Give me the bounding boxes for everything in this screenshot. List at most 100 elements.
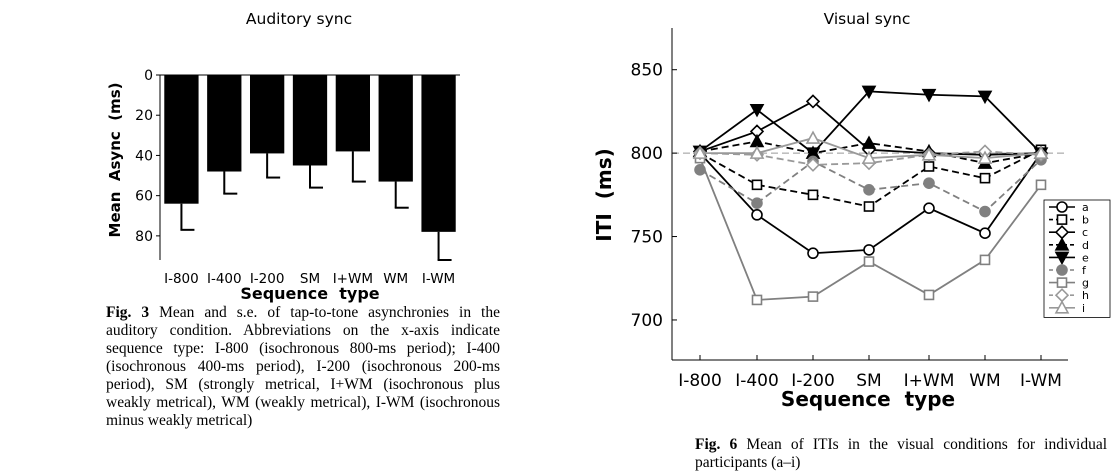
legend-label-h: h: [1082, 289, 1089, 302]
series-e-point: [921, 88, 937, 103]
figure-3-label: Fig. 3: [106, 304, 150, 321]
chart2-y-ticks: 700 750 800 850: [631, 61, 677, 331]
chart1-y-tick-label: 80: [135, 229, 153, 245]
figure-6-label: Fig. 6: [695, 436, 738, 453]
legend-marker-a: [1056, 201, 1068, 213]
legend-label-f: f: [1082, 264, 1087, 277]
chart2-x-axis-label: Sequence type: [781, 387, 955, 411]
series-b-point: [979, 172, 991, 184]
legend-label-d: d: [1082, 239, 1089, 252]
series-i-point: [921, 147, 937, 161]
series-f-point: [863, 184, 875, 196]
series-b-point: [807, 189, 819, 201]
chart1-y-tick-label: 60: [135, 189, 153, 205]
series-i-point: [977, 150, 993, 164]
legend-marker-b: [1056, 214, 1068, 225]
legend-label-i: i: [1082, 302, 1085, 315]
chart1-y-tick-label: 20: [135, 108, 153, 124]
series-g-point: [863, 256, 875, 267]
bar-i-200: [250, 75, 285, 154]
chart2-y-tick-label: 850: [631, 61, 663, 81]
chart2-y-tick-label: 700: [631, 311, 663, 331]
figure-6-caption-text: Mean of ITIs in the visual conditions fo…: [695, 436, 1107, 471]
chart1-y-axis-label: Mean Async (ms): [106, 83, 124, 238]
chart2-x-tick-label: SM: [856, 371, 881, 391]
series-f-point: [923, 177, 935, 189]
series-g-point: [751, 294, 763, 306]
chart1-x-tick-label: WM: [383, 271, 408, 287]
bar-i-wm: [421, 75, 456, 232]
legend-label-e: e: [1082, 251, 1089, 264]
series-f-point: [751, 197, 763, 209]
legend-label-a: a: [1082, 201, 1089, 214]
figure-6-caption: Fig. 6 Mean of ITIs in the visual condit…: [695, 436, 1107, 472]
series-e-point: [805, 147, 821, 161]
series-b-point: [863, 201, 875, 212]
bar-sm: [292, 75, 328, 166]
chart2-y-tick-label: 750: [631, 228, 663, 248]
chart1-x-tick-label: I-800: [164, 271, 199, 287]
chart1-y-ticks: 0 20 40 60 80: [135, 68, 160, 245]
series-g-point: [923, 289, 935, 301]
chart2-x-tick-label: WM: [969, 371, 1000, 391]
series-a-point: [979, 227, 991, 240]
series-a-point: [751, 209, 763, 221]
figure-3-caption: Fig. 3 Mean and s.e. of tap-to-tone asyn…: [106, 304, 500, 430]
series-b-point: [923, 161, 935, 172]
chart2-axes: [671, 28, 1068, 361]
series-e-point: [977, 90, 993, 105]
chart2-title: Visual sync: [824, 10, 911, 28]
legend-marker-g: [1056, 277, 1068, 288]
chart1-x-tick-label: I-200: [250, 271, 285, 287]
series-f: [694, 153, 1047, 218]
chart1-x-tick-label: SM: [300, 271, 320, 287]
series-b-point: [751, 179, 763, 191]
legend-label-b: b: [1082, 214, 1089, 227]
series-a-point: [807, 247, 819, 260]
legend-label-g: g: [1082, 277, 1089, 290]
series-d-point: [861, 135, 877, 149]
series-a-point: [863, 244, 875, 256]
bar-i-800: [164, 75, 199, 204]
legend-marker-f: [1056, 264, 1068, 276]
chart1-bars: [164, 75, 456, 232]
chart2-x-tick-label: I-400: [735, 371, 779, 391]
series-i-point: [805, 130, 821, 144]
series-i-point: [749, 145, 765, 159]
series-d-point: [749, 133, 765, 148]
bar-wm: [378, 75, 413, 182]
series-g: [694, 152, 1047, 306]
visual-sync-line-chart: Visual sync 700 750 800 850 I-800 I-400 I-200…: [592, 10, 1111, 411]
chart2-x-tick-label: I-800: [678, 371, 722, 391]
series-e-point: [861, 85, 877, 100]
series-i-point: [1033, 145, 1049, 159]
series-g-point: [979, 254, 991, 266]
series-g-point: [807, 291, 819, 302]
chart1-x-axis-label: Sequence type: [240, 284, 379, 303]
series-e-point: [749, 103, 765, 118]
chart1-x-tick-label: I-400: [207, 271, 242, 287]
legend-marker-d: [1054, 237, 1070, 251]
series-f-point: [979, 205, 991, 218]
series-a-point: [923, 202, 935, 214]
chart2-x-tick-label: I+WM: [904, 371, 955, 391]
series-g-point: [1035, 179, 1047, 191]
chart1-x-tick-label: I+WM: [333, 271, 373, 287]
legend-label-c: c: [1082, 226, 1088, 239]
chart1-y-tick-label: 40: [135, 148, 153, 164]
series-i-point: [861, 150, 877, 164]
figure-3-caption-text: Mean and s.e. of tap-to-tone asynchronie…: [106, 304, 500, 429]
chart1-y-tick-label: 0: [144, 68, 153, 84]
chart1-title: Auditory sync: [246, 10, 352, 28]
chart2-y-tick-label: 800: [631, 144, 663, 164]
bar-i-400: [207, 75, 242, 172]
chart1-x-tick-label: I-WM: [422, 271, 455, 287]
chart2-y-axis-label: ITI (ms): [592, 148, 616, 241]
chart1-error-bars: [180, 151, 452, 261]
legend-marker-e: [1054, 251, 1070, 266]
legend-box: [1043, 199, 1111, 318]
chart2-x-tick-label: I-200: [791, 371, 835, 391]
